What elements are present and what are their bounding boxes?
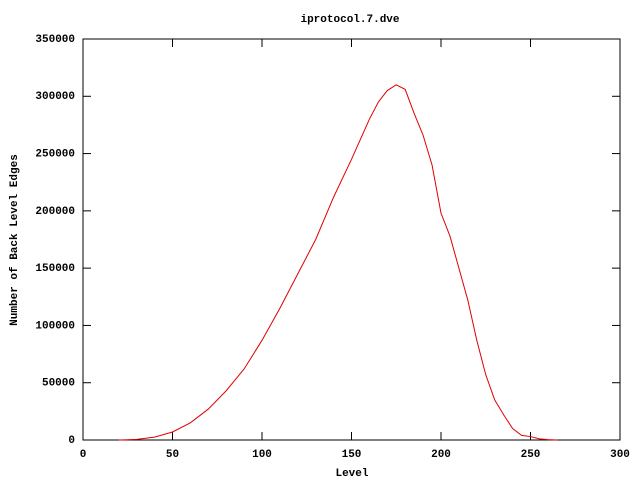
x-tick-label: 50 bbox=[166, 449, 179, 461]
y-axis-label: Number of Back Level Edges bbox=[9, 154, 21, 326]
chart-title: iprotocol.7.dve bbox=[300, 14, 399, 26]
y-tick-label: 250000 bbox=[35, 148, 75, 160]
x-tick-label: 300 bbox=[610, 449, 630, 461]
y-tick-label: 300000 bbox=[35, 91, 75, 103]
x-axis-label: Level bbox=[335, 468, 368, 480]
x-tick-label: 150 bbox=[342, 449, 362, 461]
y-tick-label: 150000 bbox=[35, 263, 75, 275]
y-tick-label: 50000 bbox=[42, 378, 75, 390]
x-tick-label: 0 bbox=[80, 449, 87, 461]
data-line bbox=[118, 84, 558, 441]
y-tick-label: 200000 bbox=[35, 206, 75, 218]
x-tick-label: 100 bbox=[252, 449, 272, 461]
plot-border bbox=[82, 38, 621, 441]
x-tick-label: 200 bbox=[431, 449, 451, 461]
y-tick-label: 0 bbox=[68, 435, 75, 447]
x-tick-label: 250 bbox=[521, 449, 541, 461]
y-tick-label: 350000 bbox=[35, 34, 75, 46]
y-tick-label: 100000 bbox=[35, 320, 75, 332]
